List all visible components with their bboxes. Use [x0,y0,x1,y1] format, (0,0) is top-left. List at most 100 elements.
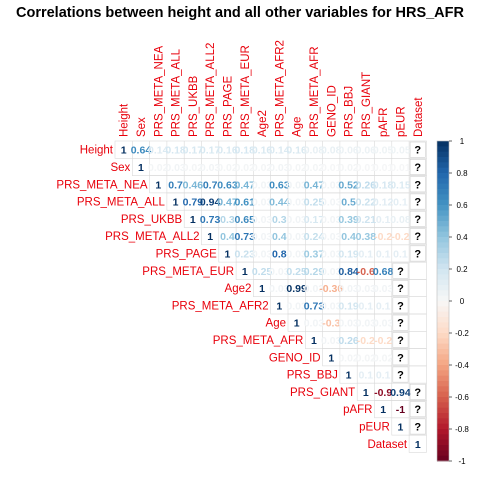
correlation-value: 0.02 [373,352,394,364]
correlation-value: 0.1 [359,370,374,382]
colorbar-tick-label: -0.6 [455,393,469,402]
correlation-value: 0.16 [217,145,238,157]
row-label: Height [80,145,114,157]
correlation-value: 0.16 [252,145,273,157]
correlation-value: 0.01 [356,162,377,174]
column-label: PRS_META_ALL2 [205,43,217,137]
colorbar-segment [437,354,449,361]
correlation-value: 0.02 [286,162,307,174]
correlation-value: 1 [155,179,161,191]
column-label: Height [119,103,131,137]
correlation-value: 0.99 [286,283,307,295]
correlation-value: 0.1 [376,248,391,260]
colorbar-tick-label: 1 [460,137,465,146]
correlation-value: 0.3 [272,214,287,226]
correlation-value: 0.25 [286,266,307,278]
colorbar-segment [437,423,449,430]
colorbar-segment [437,210,449,217]
colorbar-segment [437,279,449,286]
row-label: GENO_ID [269,352,321,364]
correlation-value: 0.01 [390,162,411,174]
correlation-value: 0.25 [252,266,273,278]
correlation-value: 0.06 [356,145,377,157]
missing-value-label: ? [414,214,421,226]
correlation-value: 0.65 [235,214,256,226]
missing-cell-frame [392,366,409,383]
correlation-value: 0.63 [217,179,238,191]
colorbar-segment [437,402,449,409]
missing-value-label: ? [414,421,421,433]
row-label: PRS_META_ALL2 [105,231,199,243]
correlation-value: 0.06 [338,145,359,157]
colorbar-segment [437,434,449,441]
colorbar-segment [437,274,449,281]
colorbar-segment [437,333,449,339]
colorbar-segment [437,338,449,345]
missing-cell-frame [392,331,409,348]
correlation-value: 0.79 [183,197,204,209]
correlation-value: 0.26 [338,335,359,347]
correlation-value: 0.73 [304,300,325,312]
colorbar-segment [437,183,449,190]
row-label: Sex [110,162,130,174]
colorbar-tick-label: 0 [460,297,465,306]
column-label: PRS_PAGE [222,76,234,137]
row-label: Dataset [367,439,407,451]
column-label: PRS_META_AFR [309,46,321,137]
colorbar-segment [437,429,449,435]
missing-value-label: ? [397,300,404,312]
correlation-value: 0.4 [220,231,235,243]
column-label: GENO_ID [326,85,338,137]
correlation-value: 0.16 [286,145,307,157]
missing-value-label: ? [414,197,421,209]
correlation-value: 1 [207,231,213,243]
missing-cell-frame [409,193,426,210]
correlation-value: 0.03 [321,179,342,191]
correlation-value: 0.03 [252,231,273,243]
correlation-value: 0.03 [269,266,290,278]
correlation-value: 0.01 [321,162,342,174]
correlation-value: 1 [225,248,231,260]
row-label: PRS_BBJ [287,370,338,382]
correlation-value: -0.2 [374,231,392,243]
correlation-value: 0.03 [252,214,273,226]
correlation-value: 0.39 [338,214,359,226]
colorbar-segment [437,167,449,174]
correlation-value: 0.03 [286,248,307,260]
correlation-value: 0.08 [304,145,325,157]
missing-value-label: ? [414,248,421,260]
correlation-value: 0.73 [200,214,221,226]
correlation-value: 0.03 [338,283,359,295]
colorbar-segment [437,141,449,147]
colorbar-segment [437,237,449,243]
row-label: PRS_META_ALL [77,197,166,209]
correlation-value: 0.12 [373,197,394,209]
column-label: pEUR [395,106,407,137]
correlation-value: 0.17 [200,145,221,157]
correlation-value: 0.08 [321,145,342,157]
correlation-value: 0.14 [269,145,290,157]
missing-value-label: ? [414,404,421,416]
correlation-value: 0.4 [341,231,356,243]
correlation-value: 0.03 [252,197,273,209]
missing-value-label: ? [397,283,404,295]
correlation-value: 0.37 [304,248,325,260]
correlation-value: 1 [138,162,144,174]
colorbar-segment [437,306,449,313]
colorbar-segment [437,290,449,297]
column-label: PRS_META_NEA [153,45,165,137]
colorbar-segment [437,418,449,425]
correlation-value: 0.03 [321,335,342,347]
correlation-value: 0.1 [376,214,391,226]
colorbar-tick-label: 0.4 [456,233,468,242]
correlation-value: 0.03 [321,214,342,226]
correlation-value: 0.61 [235,197,256,209]
correlation-value: 0.03 [286,231,307,243]
column-labels: Height Sex PRS_META_NEA PRS_META_ALL PRS_UKB… [119,40,425,137]
missing-cell-frame [409,159,426,175]
column-label: PRS_META_ALL [171,48,183,137]
correlation-value: 0.19 [338,248,359,260]
colorbar-segment [437,343,449,350]
colorbar-segment [437,189,449,195]
correlation-value: 0.03 [321,266,342,278]
